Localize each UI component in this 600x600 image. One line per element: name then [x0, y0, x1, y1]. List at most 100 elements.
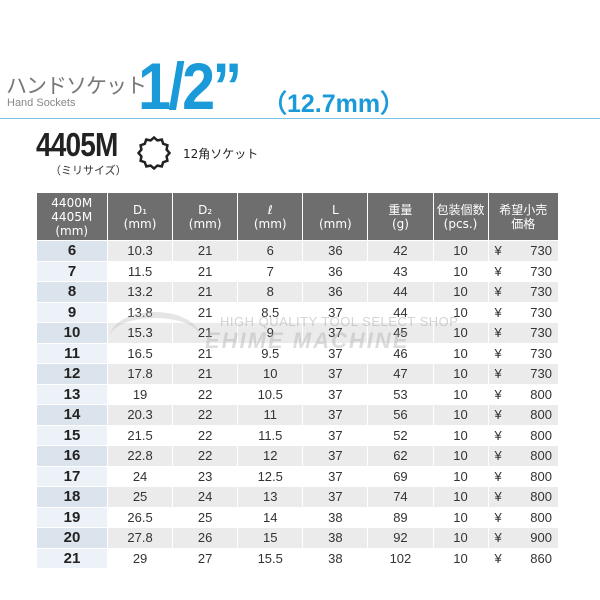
- table-cell: 9.5: [237, 342, 303, 364]
- column-header: D₂ (mm): [172, 193, 238, 241]
- header-label: ℓ: [267, 202, 273, 217]
- table-row: 19 26.5 25 14 38 89 10 ¥800: [36, 506, 558, 528]
- size-cell: 6: [36, 240, 108, 261]
- currency-symbol: ¥: [494, 407, 502, 423]
- table-cell: 37: [302, 342, 368, 364]
- table-cell: 53: [367, 383, 433, 405]
- price-value: 800: [530, 427, 552, 443]
- drive-size: 1/2”: [138, 49, 242, 123]
- size-cell: 15: [36, 424, 108, 446]
- table-cell: 37: [302, 301, 368, 323]
- price-value: 730: [530, 263, 552, 279]
- column-header: ℓ (mm): [237, 193, 303, 241]
- table-cell: 25: [172, 506, 238, 528]
- size-cell: 18: [36, 486, 108, 507]
- size-cell: 10: [36, 322, 108, 343]
- table-cell: 23: [172, 465, 238, 487]
- table-cell: 52: [367, 424, 433, 446]
- table-cell: 10: [432, 465, 488, 487]
- column-header: 4400M 4405M (mm): [36, 193, 108, 241]
- currency-symbol: ¥: [494, 530, 502, 546]
- price-value: 730: [530, 304, 552, 320]
- table-cell: 10: [432, 260, 488, 282]
- currency-symbol: ¥: [494, 550, 502, 566]
- table-cell: 37: [302, 424, 368, 446]
- table-cell: 37: [302, 486, 368, 507]
- column-header: L (mm): [302, 193, 368, 241]
- table-cell: 10: [432, 547, 488, 568]
- table-cell: 56: [367, 404, 433, 425]
- table-cell: 27: [172, 547, 238, 568]
- currency-symbol: ¥: [494, 386, 502, 402]
- table-cell: 89: [367, 506, 433, 528]
- price-value: 800: [530, 448, 552, 464]
- table-cell: 27.8: [106, 527, 173, 548]
- column-header: D₁ (mm): [106, 193, 173, 241]
- size-cell: 19: [36, 506, 108, 528]
- table-cell: 10: [432, 301, 488, 323]
- watermark-line2: EHIME MACHINE: [205, 328, 410, 353]
- currency-symbol: ¥: [494, 509, 502, 525]
- price-cell: ¥900: [487, 527, 558, 548]
- table-cell: 37: [302, 322, 368, 343]
- header-label: 価格: [511, 216, 536, 231]
- table-cell: 11: [237, 404, 303, 425]
- table-cell: 26: [172, 527, 238, 548]
- header-label: (mm): [55, 223, 89, 238]
- currency-symbol: ¥: [494, 304, 502, 320]
- price-cell: ¥800: [487, 424, 558, 446]
- header-label: (mm): [318, 216, 352, 231]
- currency-symbol: ¥: [494, 325, 502, 341]
- table-cell: 6: [237, 240, 303, 261]
- price-value: 730: [530, 243, 552, 259]
- size-cell: 21: [36, 547, 108, 568]
- table-cell: 11.5: [106, 260, 173, 282]
- table-cell: 21: [172, 363, 238, 384]
- table-cell: 7: [237, 260, 303, 282]
- table-row: 20 27.8 26 15 38 92 10 ¥900: [36, 527, 558, 548]
- price-value: 900: [530, 530, 552, 546]
- price-cell: ¥730: [487, 281, 558, 302]
- price-value: 800: [530, 489, 552, 505]
- table-cell: 21: [172, 301, 238, 323]
- table-cell: 102: [367, 547, 433, 568]
- table-row: 16 22.8 22 12 37 62 10 ¥800: [36, 445, 558, 466]
- price-cell: ¥800: [487, 383, 558, 405]
- price-value: 730: [530, 325, 552, 341]
- column-header: 包装個数 (pcs.): [432, 193, 488, 241]
- price-value: 860: [530, 550, 552, 566]
- table-cell: 22.8: [106, 445, 173, 466]
- table-cell: 62: [367, 445, 433, 466]
- currency-symbol: ¥: [494, 284, 502, 300]
- table-cell: 24: [106, 465, 173, 487]
- size-cell: 16: [36, 445, 108, 466]
- table-cell: 10: [432, 424, 488, 446]
- table-cell: 37: [302, 445, 368, 466]
- column-header: 重量 (g): [367, 193, 433, 241]
- price-cell: ¥730: [487, 322, 558, 343]
- table-cell: 17.8: [106, 363, 173, 384]
- price-value: 800: [530, 509, 552, 525]
- currency-symbol: ¥: [494, 243, 502, 259]
- size-cell: 9: [36, 301, 108, 323]
- price-cell: ¥730: [487, 240, 558, 261]
- price-cell: ¥800: [487, 506, 558, 528]
- price-value: 800: [530, 407, 552, 423]
- table-cell: 10: [432, 445, 488, 466]
- table-cell: 15: [237, 527, 303, 548]
- table-cell: 29: [106, 547, 173, 568]
- table-cell: 21: [172, 281, 238, 302]
- header-label: (mm): [253, 216, 287, 231]
- price-cell: ¥730: [487, 301, 558, 323]
- header-label: (g): [391, 216, 409, 231]
- table-cell: 10: [432, 322, 488, 343]
- table-row: 18 25 24 13 37 74 10 ¥800: [36, 486, 558, 507]
- table-cell: 92: [367, 527, 433, 548]
- table-cell: 15.5: [237, 547, 303, 568]
- size-cell: 11: [36, 342, 108, 364]
- price-cell: ¥800: [487, 445, 558, 466]
- table-cell: 20.3: [106, 404, 173, 425]
- table-cell: 22: [172, 424, 238, 446]
- table-cell: 9: [237, 322, 303, 343]
- table-cell: 22: [172, 404, 238, 425]
